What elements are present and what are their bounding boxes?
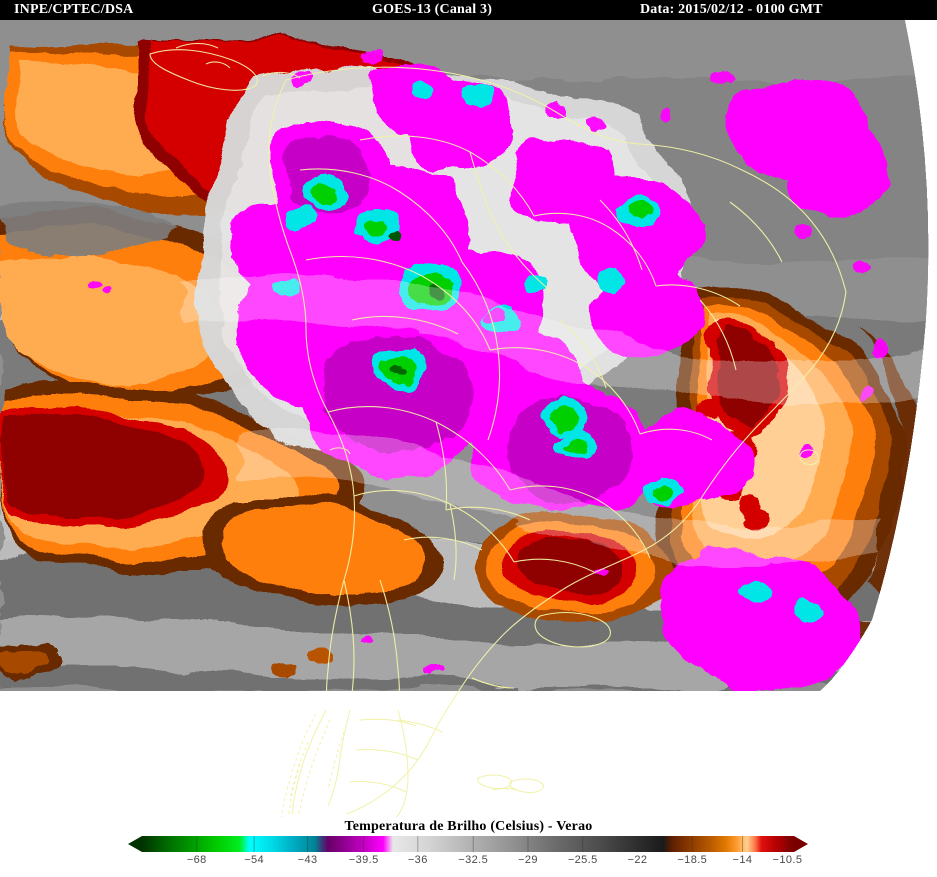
colorbar-right-cap [794, 836, 808, 852]
colorbar-left-cap [128, 836, 142, 852]
satellite-image [0, 20, 937, 817]
colorbar-tick-5: −32.5 [458, 854, 489, 866]
colorbar-tick-1: −54 [244, 854, 265, 866]
header-source-label: INPE/CPTEC/DSA [14, 2, 134, 17]
colorbar [128, 835, 808, 853]
header-datetime-label: Data: 2015/02/12 - 0100 GMT [640, 2, 823, 17]
colorbar-title: Temperatura de Brilho (Celsius) - Verao [344, 819, 593, 834]
colorbar-tick-0: −68 [186, 854, 207, 866]
colorbar-tick-10: −14 [732, 854, 753, 866]
map-borders [149, 42, 847, 691]
colorbar-tick-6: −29 [518, 854, 538, 866]
header-satellite-label: GOES-13 (Canal 3) [372, 2, 493, 17]
ir-data-layer [0, 20, 929, 691]
colorbar-tick-9: −18.5 [677, 854, 708, 866]
colorbar-tick-8: −22 [627, 854, 648, 866]
colorbar-tick-2: −43 [297, 854, 318, 866]
colorbar-tick-labels: −68 −54 −43 −39.5 −36 −32.5 −29 −25.5 −22 −18.5 −1… [128, 854, 808, 870]
colorbar-tick-4: −36 [407, 854, 428, 866]
colorbar-block: Temperatura de Brilho (Celsius) - Verao … [0, 817, 937, 877]
colorbar-tick-11: −10.5 [772, 854, 803, 866]
colorbar-ramp [142, 836, 794, 852]
colorbar-tickmarks [196, 836, 788, 852]
header-bar: INPE/CPTEC/DSA GOES-13 (Canal 3) Data: 2… [0, 0, 937, 20]
colorbar-tick-3: −39.5 [348, 854, 379, 866]
colorbar-tick-7: −25.5 [567, 854, 598, 866]
satellite-image-panel [0, 20, 937, 817]
